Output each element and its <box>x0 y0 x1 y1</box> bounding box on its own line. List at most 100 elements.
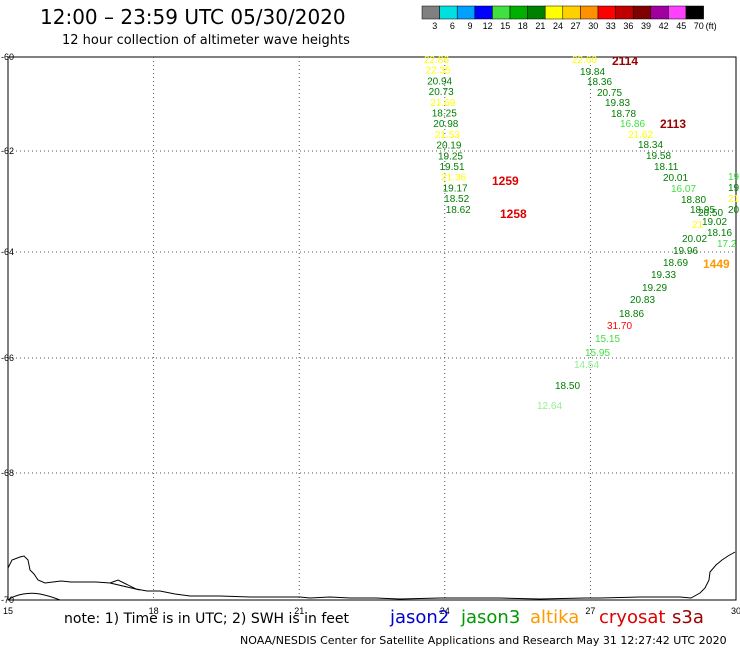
legend-swatch <box>562 5 581 20</box>
swh-value: 18.78 <box>611 109 636 120</box>
lon-tick-label: 21 <box>294 606 304 616</box>
swh-value: 21.36 <box>441 173 466 184</box>
swh-value: 18.50 <box>555 381 580 392</box>
swh-value: 16.07 <box>671 184 696 195</box>
swh-value: 19.51 <box>440 162 465 173</box>
swh-value: 18.95 <box>690 205 715 216</box>
swh-value: 18.62 <box>446 205 471 216</box>
legend-swatch <box>544 5 564 20</box>
legend-label: 9 <box>467 21 472 31</box>
legend-label: 30 <box>588 21 598 31</box>
swh-value: 18.69 <box>663 258 688 269</box>
swh-value: 20.01 <box>663 173 688 184</box>
legend-swatch <box>527 5 546 20</box>
swh-value: 22.35 <box>426 66 451 77</box>
swh-value: 12.64 <box>537 401 562 412</box>
lon-tick-label: 30 <box>731 606 740 616</box>
lon-tick-label: 15 <box>3 606 13 616</box>
legend-label: 18 <box>518 21 528 31</box>
legend-swatch <box>685 5 704 20</box>
altimeter-tracks: 22.8622.3520.9420.7321.6918.2520.9821.53… <box>424 55 740 412</box>
swh-value: 22.86 <box>424 55 449 66</box>
axis-labels: 15 18 21 24 27 30 -60 -62 -64 -66 -68 -70 <box>1 52 740 616</box>
swh-value: 20.98 <box>433 119 458 130</box>
swh-value: 21.62 <box>628 130 653 141</box>
swh-value: 20 <box>728 205 740 216</box>
legend-label: 39 <box>641 21 651 31</box>
swh-value: 18.80 <box>681 195 706 206</box>
swh-value: 21.3 <box>728 194 740 205</box>
lat-tick-label: -68 <box>1 468 14 478</box>
legend-label: 15 <box>500 21 510 31</box>
swh-value: 18.16 <box>707 228 732 239</box>
swh-value: 19.83 <box>605 98 630 109</box>
swh-value: 19 <box>728 183 740 194</box>
legend-swatch <box>632 5 652 20</box>
lat-tick-label: -64 <box>1 247 14 257</box>
swh-value: 20.50 <box>698 208 723 219</box>
legend-label: 27 <box>571 21 581 31</box>
swh-value: 20.75 <box>597 88 622 99</box>
swh-value: 22.60 <box>572 55 597 66</box>
legend-swatch <box>474 5 493 20</box>
legend-swatch <box>509 5 528 20</box>
map-grid <box>8 57 736 600</box>
swh-value: 18.25 <box>432 109 457 120</box>
swh-value: 17.2 <box>717 239 737 250</box>
legend-label: 45 <box>676 21 686 31</box>
satellite-label-jason2: jason2 <box>390 607 450 628</box>
pass-time-label: 1258 <box>500 207 527 221</box>
lat-tick-label: -60 <box>1 52 14 62</box>
plot-frame <box>7 56 737 601</box>
swh-value: 16.86 <box>620 119 645 130</box>
legend-swatch <box>668 5 687 20</box>
satellite-label-cryosat: cryosat <box>599 607 666 628</box>
swh-value: 20.83 <box>630 295 655 306</box>
swh-value: 19 <box>728 172 740 183</box>
credit-line: NOAA/NESDIS Center for Satellite Applica… <box>240 634 727 647</box>
legend-swatch <box>597 5 616 20</box>
swh-value: 31.70 <box>607 321 632 332</box>
legend-label: 21 <box>535 21 545 31</box>
legend-label: 42 <box>659 21 669 31</box>
pass-time-labels: 2114 2113 1259 1258 1449 <box>492 54 730 271</box>
lat-tick-label: -66 <box>1 353 14 363</box>
lon-tick-label: 18 <box>149 606 159 616</box>
legend-swatch <box>492 5 511 20</box>
swh-value: 19.84 <box>580 67 605 78</box>
swh-value: 19.96 <box>673 246 698 257</box>
swh-value: 19.58 <box>646 151 671 162</box>
legend-label: 36 <box>623 21 633 31</box>
swh-value: 14.54 <box>574 360 599 371</box>
swh-value: 19.25 <box>438 151 463 162</box>
swh-value: 15.95 <box>585 348 610 359</box>
legend-swatch <box>456 5 476 20</box>
swh-value: 20.19 <box>436 141 461 152</box>
lon-tick-label: 27 <box>585 606 595 616</box>
legend-label: 12 <box>483 21 493 31</box>
satellite-label-s3a: s3a <box>672 607 704 628</box>
swh-value: 19.02 <box>702 217 727 228</box>
satellite-label-jason3: jason3 <box>461 607 521 628</box>
page-subtitle: 12 hour collection of altimeter wave hei… <box>62 33 350 48</box>
swh-value: 15.15 <box>595 334 620 345</box>
legend-swatch <box>615 5 634 20</box>
swh-value: 18.34 <box>638 140 663 151</box>
pass-time-label: 2113 <box>660 117 686 131</box>
swh-value: 18.86 <box>619 309 644 320</box>
swh-value: 18.11 <box>654 162 679 173</box>
antarctic-coastline <box>7 551 736 600</box>
legend-label: 3 <box>432 21 437 31</box>
legend-swatch <box>439 5 458 20</box>
lat-tick-label: -70 <box>1 595 14 605</box>
legend-swatch <box>650 5 669 20</box>
swh-value: 21.53 <box>435 130 460 141</box>
pass-time-label: 1259 <box>492 174 519 188</box>
legend-unit: (ft) <box>706 21 717 31</box>
legend-label: 70 <box>694 21 704 31</box>
pass-time-label: 1449 <box>703 257 730 271</box>
legend-swatch <box>580 5 599 20</box>
page-title: 12:00 – 23:59 UTC 05/30/2020 <box>40 5 346 29</box>
legend-swatch <box>421 5 440 20</box>
